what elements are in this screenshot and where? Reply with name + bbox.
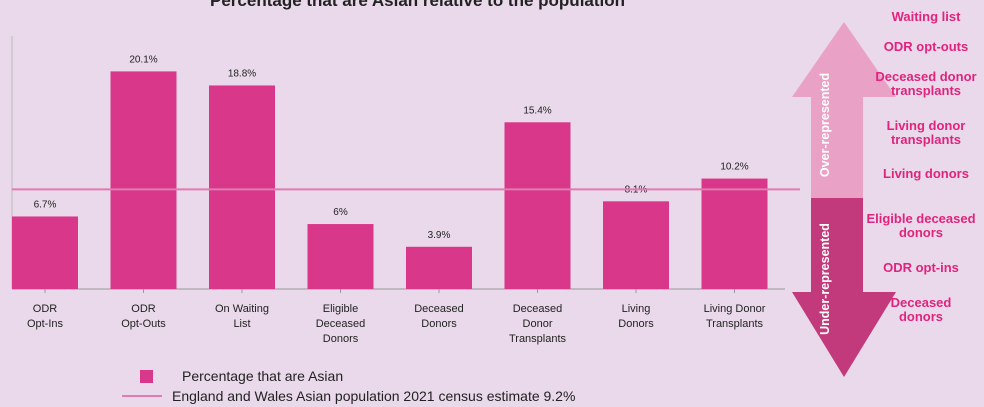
legend-line-sample bbox=[122, 395, 162, 397]
category-label: Donors bbox=[618, 318, 654, 330]
category-label: Eligible bbox=[323, 303, 358, 315]
over-represented-item-line: transplants bbox=[890, 83, 962, 98]
chart-title: Percentage that are Asian relative to th… bbox=[210, 0, 626, 10]
category-label: Donor bbox=[523, 318, 553, 330]
down-arrow-shape bbox=[792, 198, 896, 377]
category-label: ODR bbox=[131, 303, 156, 315]
category-label: Donors bbox=[421, 318, 457, 330]
over-represented-item: Living donors bbox=[836, 167, 984, 181]
data-label: 6% bbox=[333, 207, 348, 218]
under-represented-item: ODR opt-ins bbox=[831, 261, 984, 275]
over-represented-item-line: Deceased donor bbox=[875, 69, 977, 84]
under-represented-item: Eligible deceased donors bbox=[831, 212, 984, 240]
bar bbox=[406, 246, 472, 289]
category-label: Deceased bbox=[513, 303, 563, 315]
category-label: Opt-Outs bbox=[121, 318, 166, 330]
over-represented-item: Living donor transplants bbox=[836, 119, 984, 147]
under-represented-label: Under-represented bbox=[817, 223, 832, 335]
bar bbox=[209, 85, 275, 289]
under-represented-item-line: donors bbox=[898, 225, 944, 240]
bar bbox=[603, 201, 669, 289]
under-represented-item-line: Eligible deceased bbox=[866, 211, 976, 226]
data-label: 18.8% bbox=[228, 68, 256, 79]
over-represented-item-line: Living donors bbox=[883, 166, 969, 181]
category-label: Transplants bbox=[706, 318, 764, 330]
under-represented-item-line: Deceased bbox=[890, 295, 952, 310]
over-represented-item: ODR opt-outs bbox=[836, 40, 984, 54]
legend-swatch bbox=[140, 369, 153, 383]
category-label: Living bbox=[622, 303, 651, 315]
category-label: Opt-Ins bbox=[27, 318, 64, 330]
bar bbox=[307, 224, 374, 289]
data-label: 20.1% bbox=[129, 54, 157, 65]
bar bbox=[12, 216, 78, 289]
over-represented-item: Waiting list bbox=[836, 10, 984, 24]
bar bbox=[504, 122, 571, 289]
over-represented-item-line: Living donor bbox=[886, 118, 966, 133]
data-label: 3.9% bbox=[428, 230, 451, 241]
legend: Percentage that are Asian England and Wa… bbox=[122, 366, 576, 406]
legend-line-label: England and Wales Asian population 2021 … bbox=[172, 388, 576, 404]
data-label: 10.2% bbox=[720, 162, 748, 173]
bar bbox=[110, 71, 177, 289]
under-represented-item-line: ODR opt-ins bbox=[883, 260, 959, 275]
category-label: Living Donor bbox=[704, 303, 766, 315]
category-label: On Waiting bbox=[215, 303, 269, 315]
over-represented-label: Over-represented bbox=[818, 72, 833, 178]
legend-item-bars: Percentage that are Asian bbox=[140, 366, 575, 386]
legend-bar-label: Percentage that are Asian bbox=[182, 368, 344, 384]
category-label: Deceased bbox=[316, 318, 366, 330]
data-label: 15.4% bbox=[523, 105, 551, 116]
over-represented-item-line: Waiting list bbox=[891, 9, 961, 24]
category-label: Donors bbox=[323, 333, 359, 345]
legend-item-line: England and Wales Asian population 2021 … bbox=[122, 386, 576, 406]
category-label: ODR bbox=[33, 303, 58, 315]
bar-chart: 6.7% ODR Opt-Ins 20.1% ODR Opt-Outs 18.8% On Wa… bbox=[11, 36, 800, 345]
over-represented-item-line: transplants bbox=[890, 132, 962, 147]
category-label: Transplants bbox=[509, 333, 567, 345]
category-label: Deceased bbox=[414, 303, 464, 315]
data-label: 6.7% bbox=[34, 199, 57, 210]
category-label: List bbox=[233, 318, 250, 330]
under-represented-item-line: donors bbox=[898, 309, 944, 324]
under-represented-item: Deceased donors bbox=[831, 296, 984, 324]
over-represented-item-line: ODR opt-outs bbox=[883, 39, 969, 54]
over-represented-item: Deceased donor transplants bbox=[836, 70, 984, 98]
bar bbox=[701, 178, 768, 289]
up-arrow-shape bbox=[792, 22, 896, 198]
